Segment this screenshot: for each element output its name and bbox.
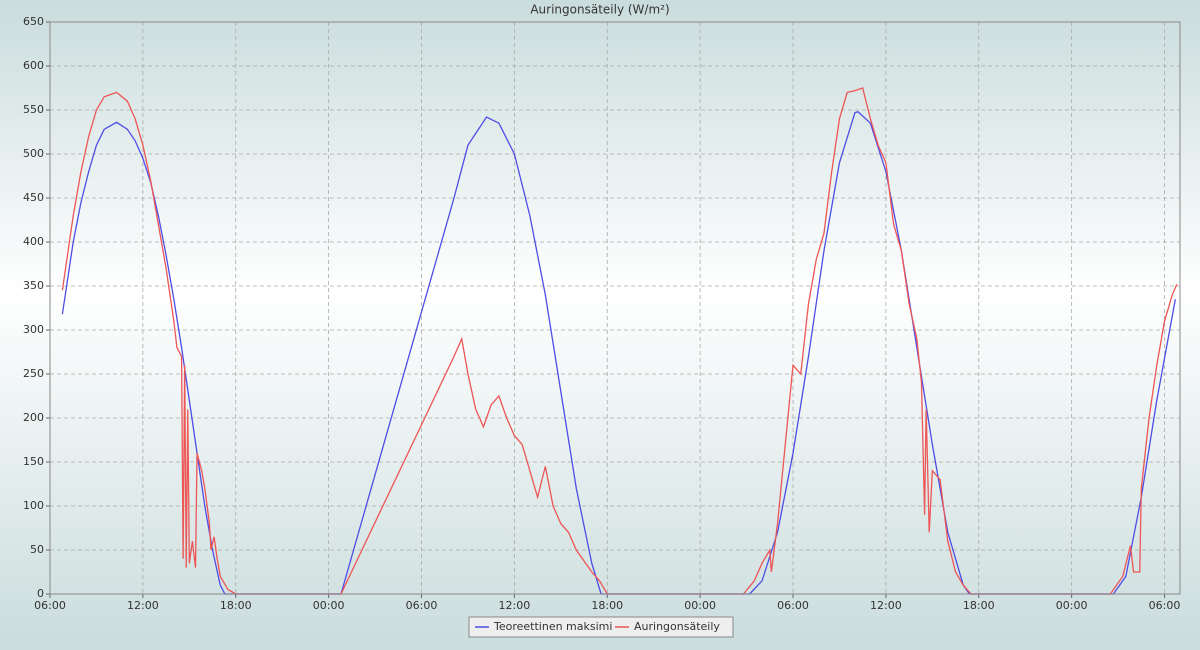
y-tick-label: 550 <box>23 103 44 116</box>
y-tick-label: 350 <box>23 279 44 292</box>
x-tick-label: 12:00 <box>499 599 531 612</box>
x-tick-label: 12:00 <box>127 599 159 612</box>
legend: Teoreettinen maksimi Auringonsäteily <box>468 616 734 638</box>
plot-frame <box>49 21 1181 595</box>
legend-box <box>468 616 734 638</box>
chart-title: Auringonsäteily (W/m²) <box>530 3 669 17</box>
x-tick-label: 00:00 <box>684 599 716 612</box>
x-tick-label: 06:00 <box>1149 599 1181 612</box>
lines <box>61 87 1178 595</box>
series-line <box>61 111 1176 595</box>
y-tick-label: 100 <box>23 499 44 512</box>
x-tick-label: 06:00 <box>777 599 809 612</box>
y-tick-label: 300 <box>23 323 44 336</box>
y-tick-label: 250 <box>23 367 44 380</box>
x-tick-label: 18:00 <box>591 599 623 612</box>
legend-label: Teoreettinen maksimi <box>493 620 612 633</box>
y-tick-label: 150 <box>23 455 44 468</box>
y-tick-label: 450 <box>23 191 44 204</box>
y-tick-label: 400 <box>23 235 44 248</box>
legend-label: Auringonsäteily <box>634 620 720 633</box>
y-tick-label: 0 <box>37 587 44 600</box>
series-line <box>61 87 1178 595</box>
y-tick-label: 650 <box>23 15 44 28</box>
y-tick-label: 500 <box>23 147 44 160</box>
x-tick-label: 18:00 <box>963 599 995 612</box>
x-tick-label: 12:00 <box>870 599 902 612</box>
x-tick-label: 00:00 <box>1056 599 1088 612</box>
x-tick-label: 18:00 <box>220 599 252 612</box>
y-tick-label: 200 <box>23 411 44 424</box>
x-tick-label: 06:00 <box>34 599 66 612</box>
x-tick-label: 06:00 <box>406 599 438 612</box>
x-tick-label: 00:00 <box>313 599 345 612</box>
y-tick-label: 600 <box>23 59 44 72</box>
y-tick-label: 50 <box>30 543 44 556</box>
